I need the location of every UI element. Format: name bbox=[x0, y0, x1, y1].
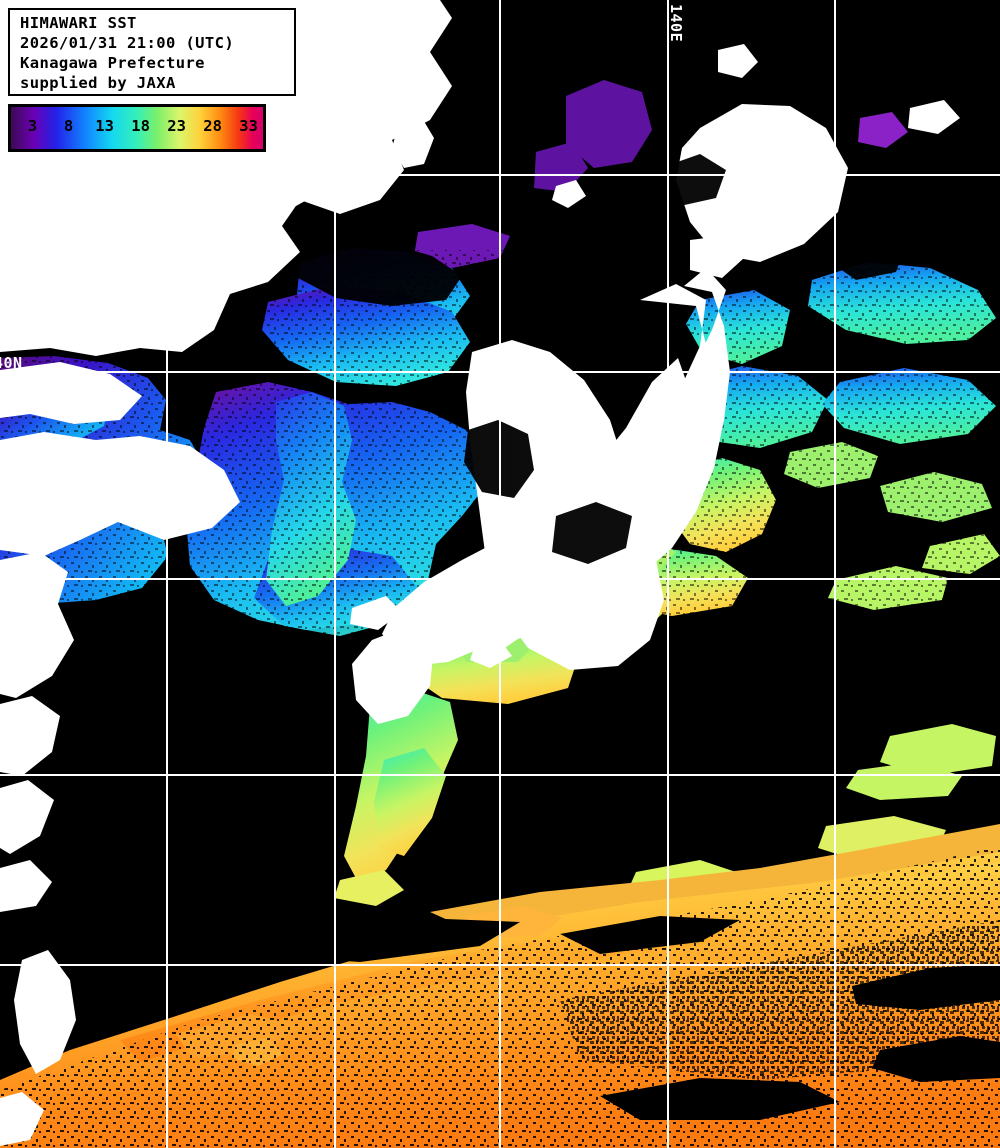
land-asia-lobe-3 bbox=[0, 432, 240, 556]
sst-patch-east-6 bbox=[846, 762, 962, 800]
sst-colorbar-gradient bbox=[11, 107, 263, 149]
land-china-coast-3 bbox=[0, 780, 54, 854]
land-small-island-7 bbox=[350, 596, 402, 630]
land-hokkaido bbox=[676, 104, 848, 262]
sst-region-okhotsk bbox=[566, 80, 652, 168]
land-small-island-4 bbox=[552, 180, 586, 208]
cloud-speckle-warm-2 bbox=[560, 920, 1000, 1080]
land-small-island-2 bbox=[718, 44, 758, 78]
product-credit: supplied by JAXA bbox=[20, 74, 176, 92]
sst-region-okhotsk-2 bbox=[534, 142, 588, 192]
sst-patch-se-3 bbox=[334, 870, 404, 906]
land-luzon bbox=[0, 1092, 44, 1146]
land-taiwan bbox=[14, 950, 76, 1074]
cloud-mask-se-4 bbox=[300, 918, 520, 962]
land-small-island-6 bbox=[224, 202, 246, 222]
product-region: Kanagawa Prefecture bbox=[20, 54, 205, 72]
cloud-mask-se-3 bbox=[872, 1036, 1000, 1082]
product-title: HIMAWARI SST bbox=[20, 14, 137, 32]
coastal-cloud-fringe bbox=[298, 154, 906, 564]
cloud-mask-se-5 bbox=[560, 916, 740, 954]
land-kyushu bbox=[352, 626, 434, 724]
land-hokkaido-cape bbox=[690, 236, 744, 278]
land-china-coast-2 bbox=[0, 696, 60, 776]
sst-field-group bbox=[0, 80, 1000, 1148]
land-small-island-1 bbox=[392, 118, 434, 168]
land-small-island-3 bbox=[908, 100, 960, 134]
sst-region-okhotsk-4 bbox=[858, 112, 908, 148]
sst-region-kuroshio-extension bbox=[430, 824, 1000, 930]
product-timestamp: 2026/01/31 21:00 (UTC) bbox=[20, 34, 235, 52]
cloud-mask-se-1 bbox=[852, 964, 1000, 1010]
cloud-mask-se-2 bbox=[600, 1078, 840, 1120]
land-honshu bbox=[400, 268, 730, 666]
land-china-coast-4 bbox=[0, 860, 52, 912]
sst-colorbar bbox=[8, 104, 266, 152]
land-china-coast bbox=[0, 552, 74, 698]
product-info-box: HIMAWARI SST 2026/01/31 21:00 (UTC) Kana… bbox=[8, 8, 296, 96]
land-small-island-5 bbox=[282, 180, 314, 206]
land-asia-lobe-2 bbox=[0, 362, 142, 424]
